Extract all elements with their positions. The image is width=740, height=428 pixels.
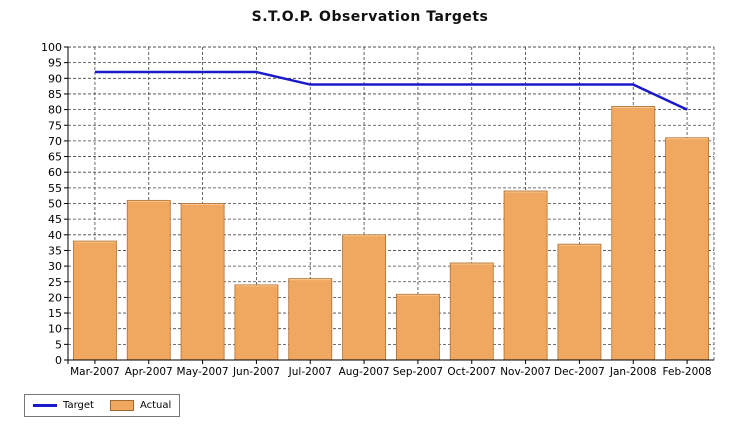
target-line (94, 70, 688, 111)
x-tick-label: Aug-2007 (339, 366, 390, 378)
x-tick-label: Dec-2007 (554, 366, 605, 378)
y-tick-label: 75 (48, 119, 62, 132)
x-tick-label: Jan-2008 (609, 366, 657, 378)
bar-mar-2007 (72, 240, 117, 361)
bar-feb-2008 (665, 137, 710, 361)
y-tick-label: 40 (48, 229, 62, 242)
axes-layer (64, 46, 714, 364)
y-tick-label: 80 (48, 104, 62, 117)
x-tick-labels: Mar-2007 Apr-2007 May-2007 Jun-2007 Jul-2007… (70, 366, 712, 378)
y-tick-label: 50 (48, 198, 62, 211)
legend-swatch-target (33, 404, 57, 407)
x-tick-label: Jun-2007 (232, 366, 280, 378)
bar-jan-2008 (611, 106, 656, 361)
bar-jul-2007 (288, 278, 333, 361)
y-tick-label: 25 (48, 276, 62, 289)
x-tick-label: Nov-2007 (500, 366, 551, 378)
bar-sep-2007 (395, 293, 440, 361)
y-tick-label: 35 (48, 244, 62, 257)
y-tick-labels: 0 5 10 15 20 25 30 35 40 45 50 55 60 65 70 75 80 85 90 95 10… (41, 41, 62, 367)
bars-layer (72, 106, 710, 361)
y-tick-label: 60 (48, 166, 62, 179)
y-tick-label: 70 (48, 135, 62, 148)
bar-aug-2007 (342, 234, 387, 361)
bar-apr-2007 (126, 199, 171, 361)
y-tick-label: 65 (48, 151, 62, 164)
y-tick-label: 45 (48, 213, 62, 226)
legend-label-target: Target (63, 400, 94, 411)
x-tick-label: Mar-2007 (70, 366, 120, 378)
y-tick-label: 95 (48, 57, 62, 70)
y-tick-label: 20 (48, 291, 62, 304)
y-tick-label: 90 (48, 72, 62, 85)
x-tick-label: Apr-2007 (125, 366, 173, 378)
chart-title: S.T.O.P. Observation Targets (251, 9, 489, 25)
x-tick-label: May-2007 (177, 366, 229, 378)
x-tick-label: Feb-2008 (663, 366, 712, 378)
bar-may-2007 (180, 203, 225, 361)
x-tick-label: Sep-2007 (393, 366, 443, 378)
bar-nov-2007 (503, 190, 548, 361)
x-tick-label: Jul-2007 (288, 366, 332, 378)
bar-oct-2007 (449, 262, 494, 361)
legend-swatch-actual (109, 400, 134, 411)
y-tick-label: 10 (48, 323, 62, 336)
legend: Target Actual (24, 394, 181, 417)
y-tick-label: 0 (55, 354, 62, 367)
x-tick-label: Oct-2007 (447, 366, 496, 378)
y-tick-label: 30 (48, 260, 62, 273)
y-tick-label: 5 (55, 338, 62, 351)
y-tick-label: 85 (48, 88, 62, 101)
y-tick-label: 100 (41, 41, 62, 54)
bar-dec-2007 (557, 243, 602, 361)
legend-item-target: Target (33, 400, 94, 411)
line-layer (94, 70, 688, 111)
legend-label-actual: Actual (139, 400, 172, 411)
y-tick-label: 55 (48, 182, 62, 195)
y-tick-label: 15 (48, 307, 62, 320)
legend-item-actual: Actual (109, 400, 172, 411)
bar-jun-2007 (234, 284, 279, 361)
